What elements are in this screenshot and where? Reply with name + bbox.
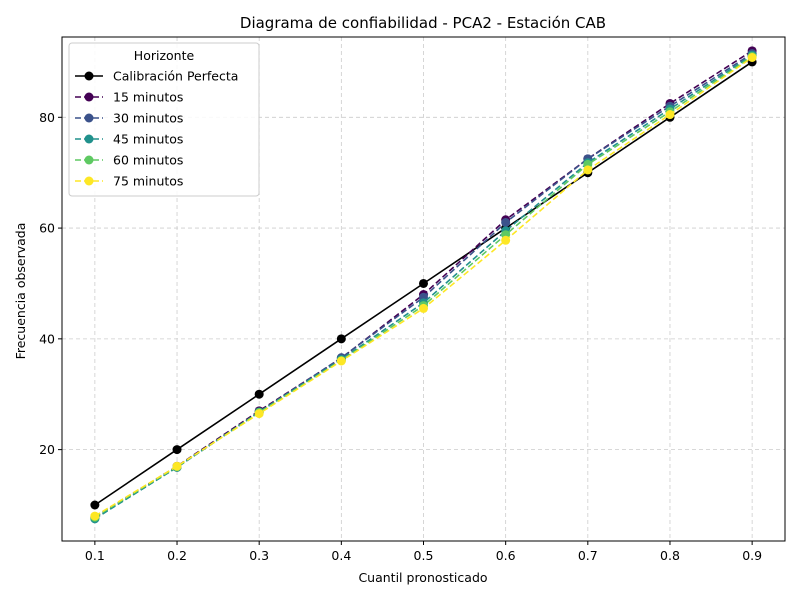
data-point — [172, 461, 182, 471]
data-point — [665, 110, 675, 120]
chart-title: Diagrama de confiabilidad - PCA2 - Estac… — [240, 14, 606, 32]
y-tick-label: 40 — [39, 331, 55, 346]
x-tick-label: 0.7 — [578, 548, 598, 563]
data-point — [501, 235, 511, 245]
legend-marker — [84, 92, 94, 102]
legend-marker — [84, 155, 94, 165]
data-point — [747, 52, 757, 62]
y-tick-label: 80 — [39, 110, 55, 125]
x-tick-label: 0.1 — [85, 548, 105, 563]
legend-label: 45 minutos — [113, 132, 183, 147]
x-tick-label: 0.4 — [331, 548, 351, 563]
data-point — [172, 445, 182, 455]
legend-label: 15 minutos — [113, 90, 183, 105]
legend-item: 45 minutos — [75, 132, 183, 147]
x-tick-label: 0.3 — [249, 548, 269, 563]
data-point — [90, 511, 100, 521]
legend-item: 75 minutos — [75, 174, 183, 189]
legend-marker — [84, 134, 94, 144]
legend-marker — [84, 176, 94, 186]
legend-label: 60 minutos — [113, 153, 183, 168]
y-tick-label: 60 — [39, 221, 55, 236]
legend: Horizonte Calibración Perfecta 15 minutos 3… — [68, 42, 260, 197]
series-layer — [90, 46, 757, 524]
x-tick-label: 0.9 — [742, 548, 762, 563]
legend-marker — [84, 71, 94, 81]
data-point — [336, 334, 346, 344]
data-point — [419, 303, 428, 313]
legend-item: 30 minutos — [75, 111, 183, 126]
legend-item: 15 minutos — [75, 90, 183, 105]
y-axis-label: Frecuencia observada — [13, 223, 28, 360]
data-point — [254, 409, 264, 419]
data-point — [90, 500, 100, 510]
series — [90, 52, 757, 521]
x-axis-label: Cuantil pronosticado — [358, 570, 487, 585]
legend-title: Horizonte — [134, 48, 195, 63]
legend-box — [68, 42, 260, 197]
legend-label: 30 minutos — [113, 111, 183, 126]
data-point — [501, 218, 511, 228]
legend-label: 75 minutos — [113, 174, 183, 189]
x-tick-label: 0.8 — [660, 548, 680, 563]
legend-marker — [84, 113, 94, 123]
data-point — [336, 356, 346, 366]
legend-item: 60 minutos — [75, 153, 183, 168]
x-tick-label: 0.6 — [496, 548, 516, 563]
x-tick-label: 0.2 — [167, 548, 187, 563]
x-tick-label: 0.5 — [414, 548, 434, 563]
data-point — [583, 165, 593, 175]
data-point — [419, 278, 428, 288]
axis-ticks: 0.1 0.2 0.3 0.4 0.5 0.6 0.7 0.8 0.9 20 40 60 80 — [39, 110, 762, 563]
y-tick-label: 20 — [39, 442, 55, 457]
data-point — [254, 389, 264, 399]
legend-item: Calibración Perfecta — [75, 69, 238, 84]
legend-label: Calibración Perfecta — [113, 69, 238, 84]
